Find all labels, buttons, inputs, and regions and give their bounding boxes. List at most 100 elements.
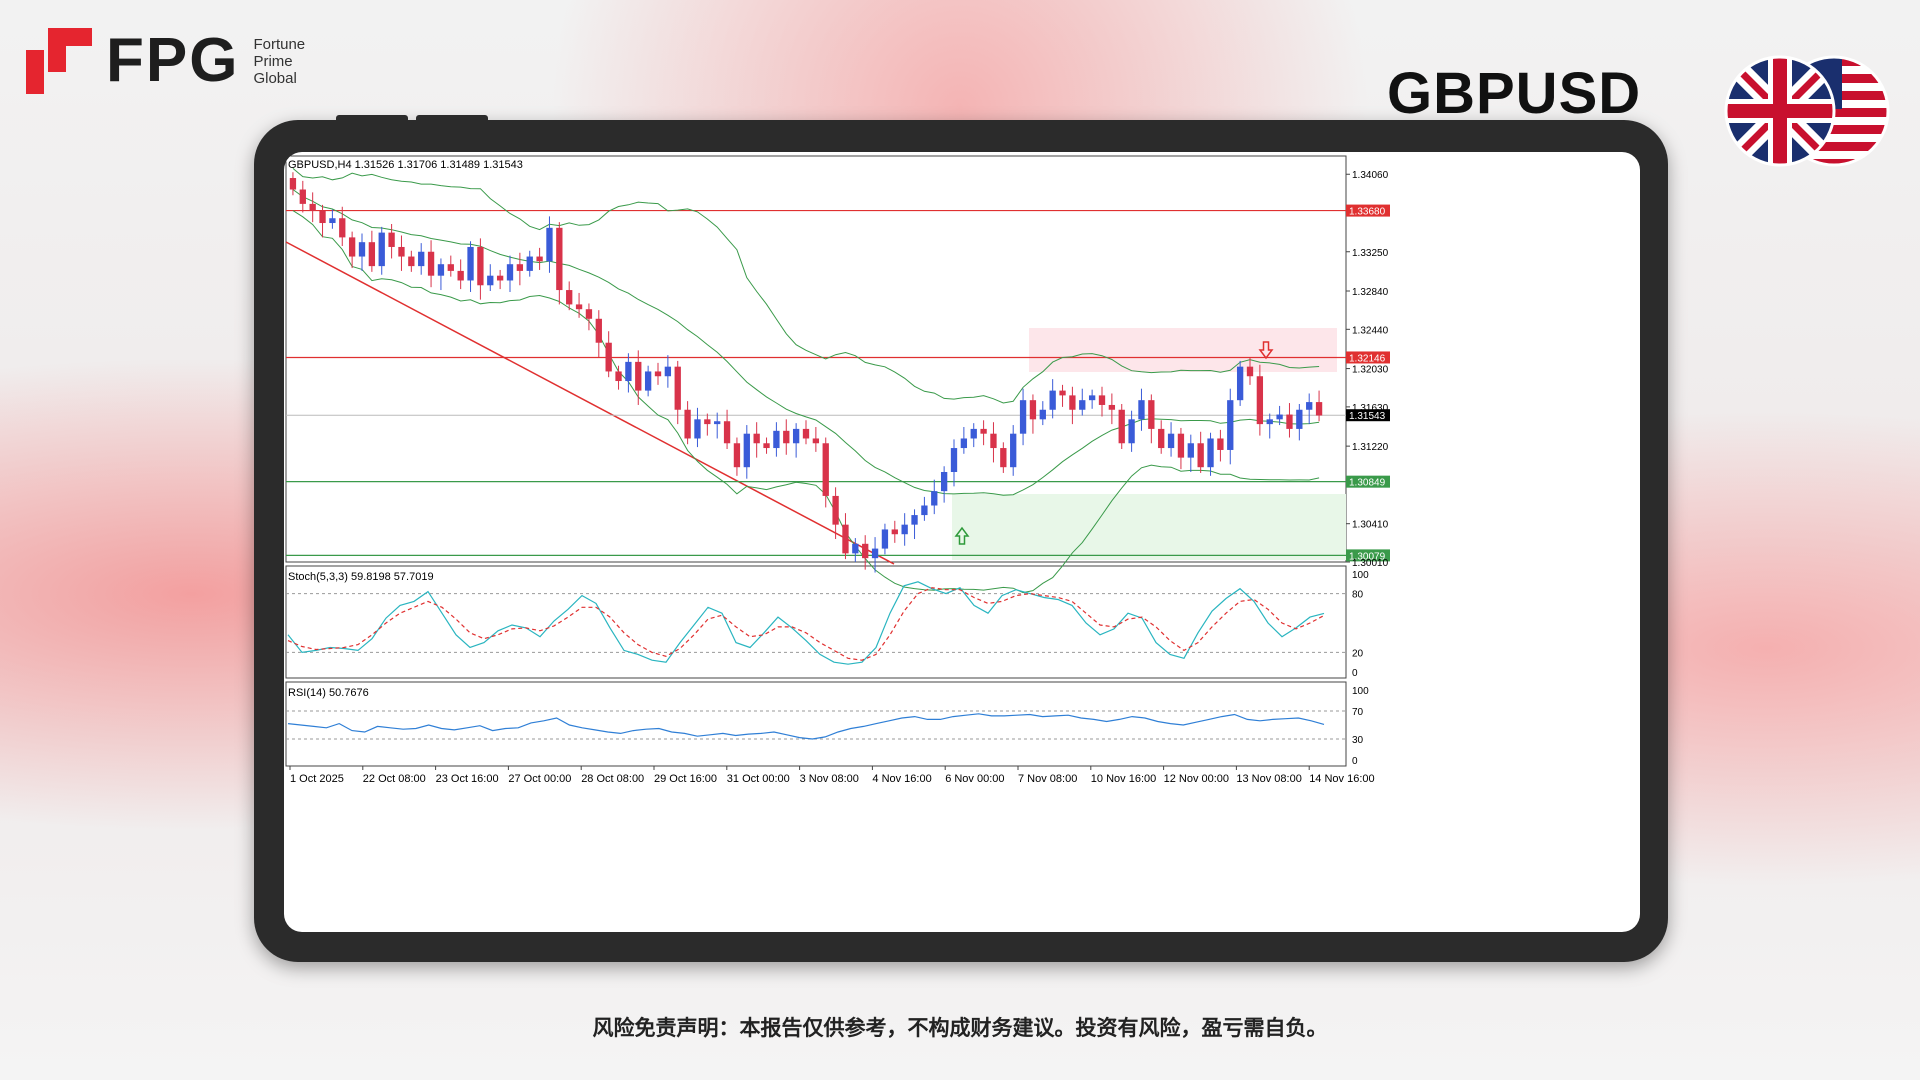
candle-body [556,227,563,291]
candle-body [536,256,543,262]
stoch-label: Stoch(5,3,3) 59.8198 57.7019 [288,571,434,583]
candle-body [398,246,405,257]
tablet-frame: 1.33680 1.32146 1.31543 1.30849 1.30079 100 8… [254,115,1668,962]
brand-line-1: Fortune [253,35,306,53]
time-tick-label: 10 Nov 16:00 [1091,773,1156,785]
candle-body [950,448,958,472]
bollinger-upper [292,168,1320,404]
price-tick-label: 1.33250 [1352,248,1389,259]
candle-body [723,421,731,444]
candle-body [862,543,869,559]
tablet-button [416,115,488,121]
candle-body [487,275,494,286]
candle-body [1098,395,1106,405]
candle-body [1167,433,1175,449]
candle-body [506,264,514,281]
candle-body [1019,400,1027,434]
candle-body [940,471,948,492]
bollinger-lower [292,210,1320,594]
candle-body [1069,395,1076,410]
candle-body [901,524,908,535]
stoch-tick-label: 0 [1352,668,1358,679]
candle-body [1296,409,1303,429]
price-tick-label: 1.32440 [1352,325,1389,336]
time-tick-label: 29 Oct 16:00 [654,773,717,785]
candle-body [832,495,839,525]
candle-body [457,270,464,281]
stoch-d-line [287,587,1325,661]
candle-body [1029,400,1037,420]
candle-body [437,264,445,276]
candle-body [408,256,415,267]
candle-body [1197,443,1204,468]
candle-body [1108,404,1116,410]
rsi-label: RSI(14) 50.7676 [288,687,369,699]
fpg-logo-mark-icon [26,28,92,94]
brand-subtitle: Fortune Prime Global [253,36,305,87]
time-tick-label: 12 Nov 00:00 [1164,773,1229,785]
resistance-zone [1029,328,1337,372]
price-tick-label: 1.31630 [1352,403,1389,414]
candle-body [368,242,376,267]
candle-body [783,430,790,444]
candle-body [773,430,780,449]
candle-body [575,304,583,310]
candle-body [526,256,533,271]
level-tag [1346,475,1390,488]
time-tick-label: 3 Nov 08:00 [800,773,859,785]
candle-body [1177,433,1185,458]
chart-title: GBPUSD,H4 1.31526 1.31706 1.31489 1.3154… [288,159,523,171]
candle-body [753,433,760,444]
level-tag-label: 1.30849 [1349,478,1386,489]
price-tick-label: 1.32840 [1352,287,1389,298]
candle-body [388,232,395,247]
rsi-tick-label: 30 [1352,735,1364,746]
time-tick-label: 6 Nov 00:00 [945,773,1004,785]
candle-body [1118,409,1125,444]
brand-word: FPG [106,26,240,95]
time-tick-label: 7 Nov 08:00 [1018,773,1077,785]
candle-body [339,218,346,238]
symbol-title: GBPUSD [1387,61,1642,126]
candle-body [427,251,435,276]
candle-body [931,491,938,506]
candle-body [477,246,484,286]
candle-body [447,264,454,271]
candle-body [378,232,385,267]
candle-body [1158,428,1165,449]
chart-screen: 1.33680 1.32146 1.31543 1.30849 1.30079 100 8… [284,152,1640,932]
candle-body [625,361,632,382]
level-tag [1346,204,1390,217]
candle-body [615,371,622,382]
time-tick-label: 14 Nov 16:00 [1309,773,1374,785]
trading-chart: 1.33680 1.32146 1.31543 1.30849 1.30079 100 8… [285,155,1390,785]
candle-body [921,505,928,516]
level-tag [1346,409,1390,422]
candle-body [891,529,898,535]
level-tag [1346,549,1390,562]
price-tick-label: 1.30410 [1352,520,1389,531]
candle-body [319,210,326,224]
currency-flags [1680,54,1890,169]
fpg-logo: FPG Fortune Prime Global [26,28,305,94]
price-tick-label: 1.31220 [1352,442,1389,453]
candle-body [871,548,879,559]
candle-body [1217,438,1224,450]
candle-body [792,428,800,444]
stoch-k-line [287,581,1325,665]
candle-body [694,419,701,439]
risk-disclaimer: 风险免责声明：本报告仅供参考，不构成财务建议。投资有风险，盈亏需自负。 [592,1017,1328,1040]
candle-body [684,409,691,439]
candle-body [1207,438,1214,468]
candle-body [467,246,474,281]
candle-body [990,433,997,449]
candle-body [358,242,366,257]
candle-body [1079,400,1086,410]
stoch-panel [285,565,1347,679]
candle-body [911,515,918,525]
candle-body [1059,390,1066,396]
candle-body [644,371,652,391]
candle-body [970,428,977,439]
candle-body [546,227,553,262]
candle-body [516,264,524,271]
